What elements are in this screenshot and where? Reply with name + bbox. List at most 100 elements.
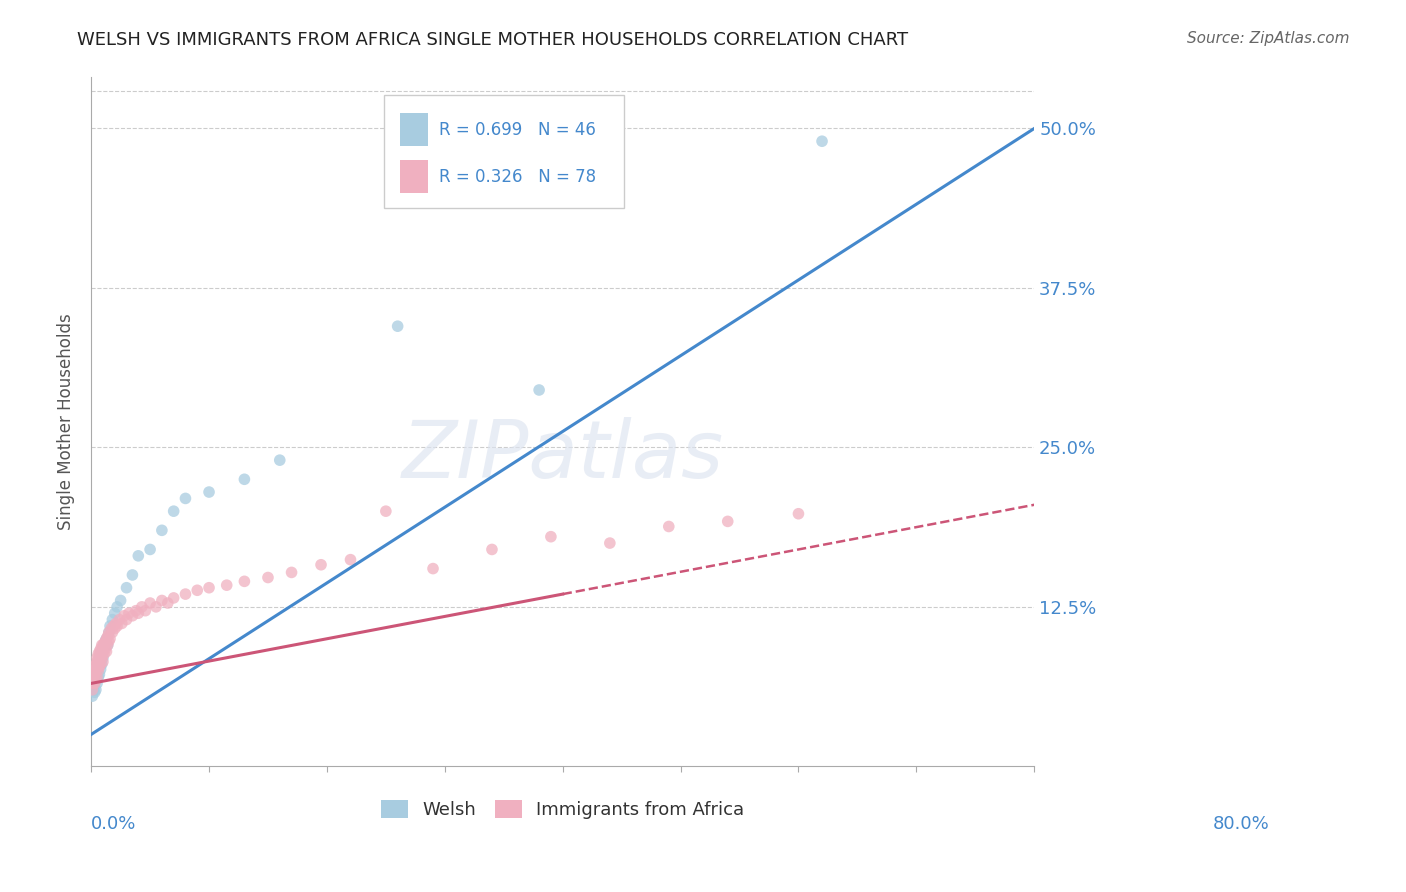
Point [90, 651, 112, 665]
Text: Source: ZipAtlas.com: Source: ZipAtlas.com [1187, 31, 1350, 46]
Point [97, 629, 120, 643]
Point [83, 660, 105, 674]
Text: R = 0.326   N = 78: R = 0.326 N = 78 [439, 168, 596, 186]
Point [112, 608, 135, 623]
Point [150, 524, 173, 538]
Point [163, 504, 186, 518]
Point [89, 667, 111, 681]
Point [110, 593, 132, 607]
Point [84, 657, 107, 672]
Point [90, 644, 112, 658]
Point [309, 558, 332, 572]
Point [374, 504, 396, 518]
Point [84, 664, 107, 678]
Point [83, 667, 105, 681]
Point [104, 606, 127, 620]
Point [131, 599, 153, 614]
Point [87, 664, 110, 678]
Point [83, 673, 105, 687]
Point [86, 660, 108, 674]
Point [83, 676, 105, 690]
Text: 80.0%: 80.0% [1213, 814, 1270, 832]
Point [86, 676, 108, 690]
Point [91, 638, 114, 652]
Point [156, 596, 179, 610]
Point [103, 619, 125, 633]
Point [93, 637, 115, 651]
Point [83, 664, 105, 678]
Point [101, 613, 124, 627]
Point [90, 662, 112, 676]
Point [139, 542, 162, 557]
Point [127, 549, 149, 563]
Point [84, 673, 107, 687]
Point [87, 647, 110, 661]
Point [174, 491, 197, 506]
Point [89, 655, 111, 669]
Bar [399, 113, 427, 146]
Point [82, 673, 104, 687]
Point [96, 644, 118, 658]
Point [150, 593, 173, 607]
Point [91, 655, 114, 669]
Point [84, 682, 107, 697]
Point [422, 561, 444, 575]
FancyBboxPatch shape [384, 95, 624, 209]
Point [86, 660, 108, 674]
Point [98, 632, 121, 646]
Point [93, 647, 115, 661]
Point [233, 472, 256, 486]
Point [83, 680, 105, 694]
Point [111, 616, 134, 631]
Point [84, 667, 107, 681]
Point [90, 647, 112, 661]
Point [98, 619, 121, 633]
Point [257, 570, 280, 584]
Point [86, 651, 108, 665]
Point [118, 606, 141, 620]
Point [174, 587, 197, 601]
Point [481, 542, 503, 557]
Point [89, 651, 111, 665]
Text: R = 0.699   N = 46: R = 0.699 N = 46 [439, 120, 596, 139]
Text: 0.0%: 0.0% [91, 814, 136, 832]
Point [83, 676, 105, 690]
Point [198, 485, 221, 500]
Point [104, 622, 127, 636]
Point [717, 515, 740, 529]
Point [115, 581, 138, 595]
Y-axis label: Single Mother Households: Single Mother Households [58, 313, 75, 530]
Point [115, 613, 138, 627]
Point [186, 583, 208, 598]
Legend: Welsh, Immigrants from Africa: Welsh, Immigrants from Africa [374, 792, 751, 826]
Point [233, 574, 256, 589]
Point [104, 616, 127, 631]
Point [84, 670, 107, 684]
Point [163, 591, 186, 605]
Point [97, 634, 120, 648]
Bar [399, 160, 427, 194]
Point [97, 638, 120, 652]
Point [83, 682, 105, 697]
Point [82, 689, 104, 703]
Point [527, 383, 550, 397]
Point [540, 530, 562, 544]
Point [658, 519, 681, 533]
Point [125, 604, 148, 618]
Point [121, 608, 143, 623]
Point [90, 638, 112, 652]
Point [93, 638, 115, 652]
Point [105, 599, 128, 614]
Point [90, 657, 112, 672]
Point [387, 319, 409, 334]
Point [86, 655, 108, 669]
Point [89, 644, 111, 658]
Point [94, 642, 117, 657]
Point [108, 613, 131, 627]
Text: ZIPatlas: ZIPatlas [402, 417, 724, 495]
Point [86, 664, 108, 678]
Point [86, 670, 108, 684]
Point [90, 642, 112, 657]
Point [599, 536, 621, 550]
Point [811, 134, 834, 148]
